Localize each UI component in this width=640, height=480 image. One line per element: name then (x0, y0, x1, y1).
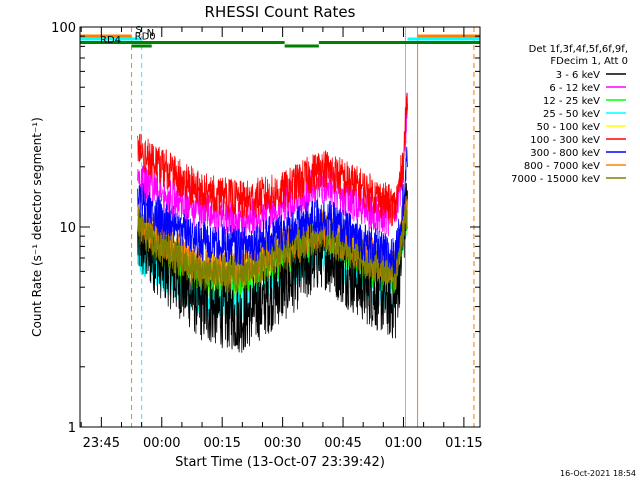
x-tick-label: 00:30 (264, 436, 301, 451)
legend-entry-label: 6 - 12 keV (549, 83, 600, 94)
legend-entry-label: 300 - 800 keV (530, 148, 600, 159)
y-axis-ticks: 1 10 100 (51, 21, 480, 436)
y-tick-label: 10 (59, 221, 76, 236)
status-bar-label: RD4 (100, 35, 121, 46)
x-tick-label: 00:00 (143, 436, 180, 451)
y-tick-label: 100 (51, 21, 76, 36)
legend: Det 1f,3f,4f,5f,6f,9f,FDecim 1, Att 0 3 -… (511, 44, 628, 185)
x-tick-label: 01:00 (385, 436, 422, 451)
x-axis-label: Start Time (13-Oct-07 23:39:42) (175, 455, 385, 470)
legend-entry-label: 12 - 25 keV (543, 96, 600, 107)
legend-entry-label: 25 - 50 keV (543, 109, 600, 120)
x-tick-label: 01:15 (445, 436, 482, 451)
legend-entry-label: 7000 - 15000 keV (511, 174, 600, 185)
x-tick-label: 00:45 (324, 436, 361, 451)
x-axis-ticks: 23:45 00:00 00:15 00:30 00:45 01:00 01:15 (80, 27, 483, 451)
legend-header: Det 1f,3f,4f,5f,6f,9f, (529, 44, 628, 55)
footer-date: 16-Oct-2021 18:54 (560, 469, 636, 478)
series-line (137, 199, 408, 294)
legend-entry-label: 3 - 6 keV (556, 70, 600, 81)
legend-entry-label: 800 - 7000 keV (524, 161, 600, 172)
status-bar-label: N (147, 28, 154, 39)
chart-title: RHESSI Count Rates (205, 3, 356, 21)
series-line (137, 92, 408, 226)
status-bar-label: S (136, 25, 142, 36)
y-axis-label: Count Rate (s⁻¹ detector segment⁻¹) (30, 117, 44, 337)
series-line (137, 183, 408, 353)
series-lines (137, 92, 408, 353)
legend-header: FDecim 1, Att 0 (550, 56, 628, 67)
x-tick-label: 00:15 (203, 436, 240, 451)
series-line (137, 146, 408, 277)
x-tick-label: 23:45 (83, 436, 120, 451)
y-tick-label: 1 (68, 421, 76, 436)
legend-entry-label: 50 - 100 keV (537, 122, 601, 133)
status-bar-label: RD0 (135, 32, 156, 43)
legend-entry-label: 100 - 300 keV (530, 135, 600, 146)
